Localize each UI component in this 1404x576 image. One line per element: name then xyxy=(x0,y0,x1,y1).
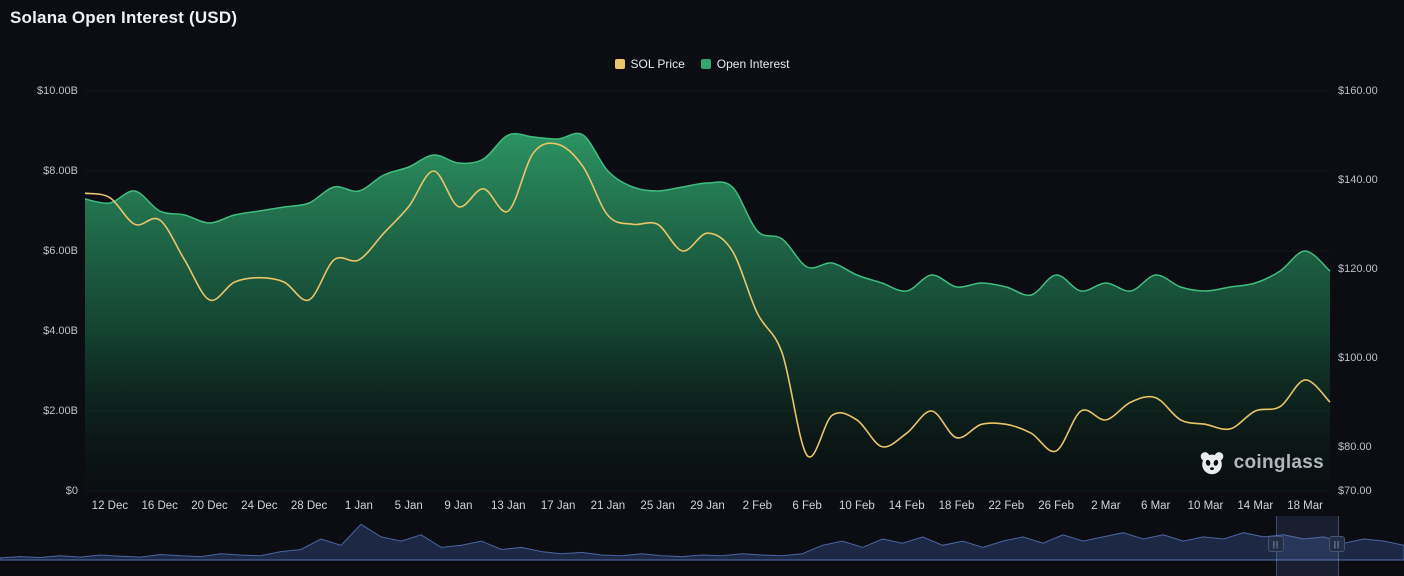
navigator-right-handle[interactable]: || xyxy=(1329,536,1345,552)
page-title: Solana Open Interest (USD) xyxy=(10,8,238,27)
open-interest-area xyxy=(85,133,1330,491)
legend-label-sol-price: SOL Price xyxy=(630,57,685,71)
sol-price-swatch-icon xyxy=(614,59,625,69)
open-interest-line xyxy=(84,132,1331,297)
chart-legend: SOL Price Open Interest xyxy=(0,57,1404,71)
watermark-text: coinglass xyxy=(1233,452,1324,473)
legend-item-open-interest[interactable]: Open Interest xyxy=(700,57,790,71)
coinglass-watermark: coinglass xyxy=(1198,449,1324,477)
legend-item-sol-price[interactable]: SOL Price xyxy=(614,57,685,71)
legend-label-open-interest: Open Interest xyxy=(716,57,790,71)
open-interest-swatch-icon xyxy=(700,59,711,69)
navigator-area[interactable] xyxy=(0,523,1404,561)
navigator-left-handle[interactable]: || xyxy=(1268,536,1284,552)
sol-price-line xyxy=(84,142,1331,458)
coinglass-panda-icon xyxy=(1200,452,1223,475)
navigator-selection[interactable] xyxy=(1276,516,1339,576)
